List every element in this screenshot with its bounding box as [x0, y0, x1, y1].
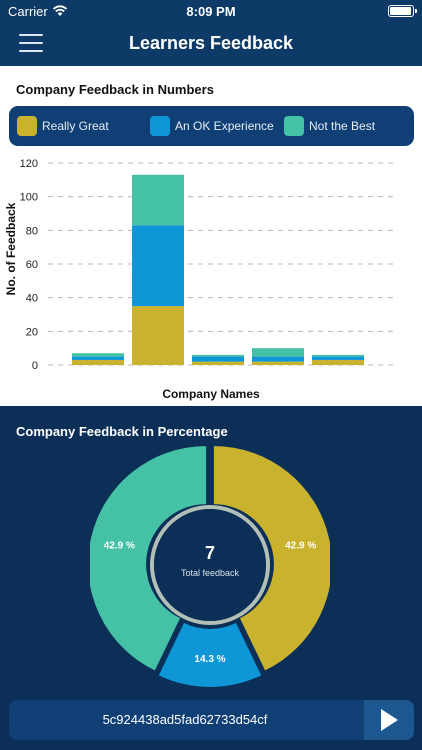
legend-swatch: [150, 116, 170, 136]
bar-segment[interactable]: [132, 225, 184, 307]
legend-swatch: [17, 116, 37, 136]
y-tick-label: 0: [32, 360, 38, 372]
bar-segment[interactable]: [312, 356, 364, 360]
status-bar: Carrier 8:09 PM: [0, 0, 422, 22]
y-tick-label: 80: [26, 225, 38, 237]
bar-segment[interactable]: [132, 306, 184, 365]
legend-label: Not the Best: [309, 119, 376, 133]
donut-slice[interactable]: [90, 446, 207, 671]
bar-segment[interactable]: [132, 174, 184, 226]
play-button[interactable]: [364, 700, 414, 740]
y-axis-label: No. of Feedback: [4, 202, 18, 296]
donut-slice-group: 42.9 %: [90, 446, 207, 671]
hamburger-icon-line: [19, 34, 43, 36]
y-tick-label: 60: [26, 259, 38, 271]
bar-segment[interactable]: [72, 359, 124, 365]
bar-segment[interactable]: [312, 354, 364, 357]
bar-segment[interactable]: [72, 353, 124, 357]
legend-item-really-great[interactable]: Really Great: [17, 116, 109, 136]
slice-percent-label: 42.9 %: [285, 540, 316, 551]
legend-label: Really Great: [42, 119, 109, 133]
hamburger-icon-line: [19, 50, 43, 52]
feedback-id-text: 5c924438ad5fad62733d54cf: [102, 712, 268, 727]
donut-chart: 42.9 % 14.3 % 42.9 %: [90, 446, 330, 687]
hamburger-icon-line: [19, 42, 43, 44]
donut-slice-group: 42.9 %: [213, 446, 330, 671]
bar-segment[interactable]: [192, 356, 244, 362]
bar-segment[interactable]: [192, 361, 244, 365]
legend-label: An OK Experience: [175, 119, 274, 133]
legend-item-not-the-best[interactable]: Not the Best: [284, 116, 375, 136]
menu-button[interactable]: [19, 34, 45, 52]
bar-segment[interactable]: [252, 356, 304, 362]
inner-ring: [150, 505, 270, 625]
section-title-numbers: Company Feedback in Numbers: [16, 82, 214, 97]
carrier-label: Carrier: [8, 4, 48, 19]
stacked-bar-chart: 0 20 40 60 80 100 120: [20, 158, 396, 372]
y-tick-label: 40: [26, 293, 38, 305]
section-title-percentage: Company Feedback in Percentage: [16, 424, 228, 439]
page-title: Learners Feedback: [128, 33, 294, 53]
chart-legend: Really Great An OK Experience Not the Be…: [9, 106, 414, 146]
wifi-icon: [52, 5, 68, 16]
navigation-bar: Carrier 8:09 PM Learners Feedback: [0, 0, 422, 66]
slice-percent-label: 42.9 %: [104, 540, 135, 551]
y-tick-label: 120: [20, 158, 38, 170]
donut-slice-group: 14.3 %: [158, 623, 262, 687]
bar-segment[interactable]: [252, 348, 304, 357]
legend-swatch: [284, 116, 304, 136]
bar-segment[interactable]: [252, 361, 304, 365]
total-feedback-label: Total feedback: [180, 568, 240, 578]
play-icon: [381, 709, 398, 731]
bar-segment[interactable]: [192, 354, 244, 357]
bar-segment[interactable]: [72, 356, 124, 360]
donut-slice[interactable]: [213, 446, 330, 671]
status-time: 8:09 PM: [186, 4, 236, 19]
bar-segment[interactable]: [312, 359, 364, 365]
legend-item-ok-experience[interactable]: An OK Experience: [150, 116, 274, 136]
donut-slice[interactable]: [158, 623, 262, 687]
total-feedback-value: 7: [204, 543, 215, 563]
y-tick-label: 100: [20, 192, 38, 204]
feedback-id-bar: 5c924438ad5fad62733d54cf: [9, 700, 414, 740]
percentage-panel: Company Feedback in Percentage 42.9 % 14.…: [0, 406, 422, 750]
y-tick-label: 20: [26, 326, 38, 338]
battery-icon: [388, 5, 417, 17]
slice-percent-label: 14.3 %: [194, 654, 225, 665]
x-axis-label: Company Names: [162, 387, 260, 401]
donut-hole: [154, 509, 266, 621]
